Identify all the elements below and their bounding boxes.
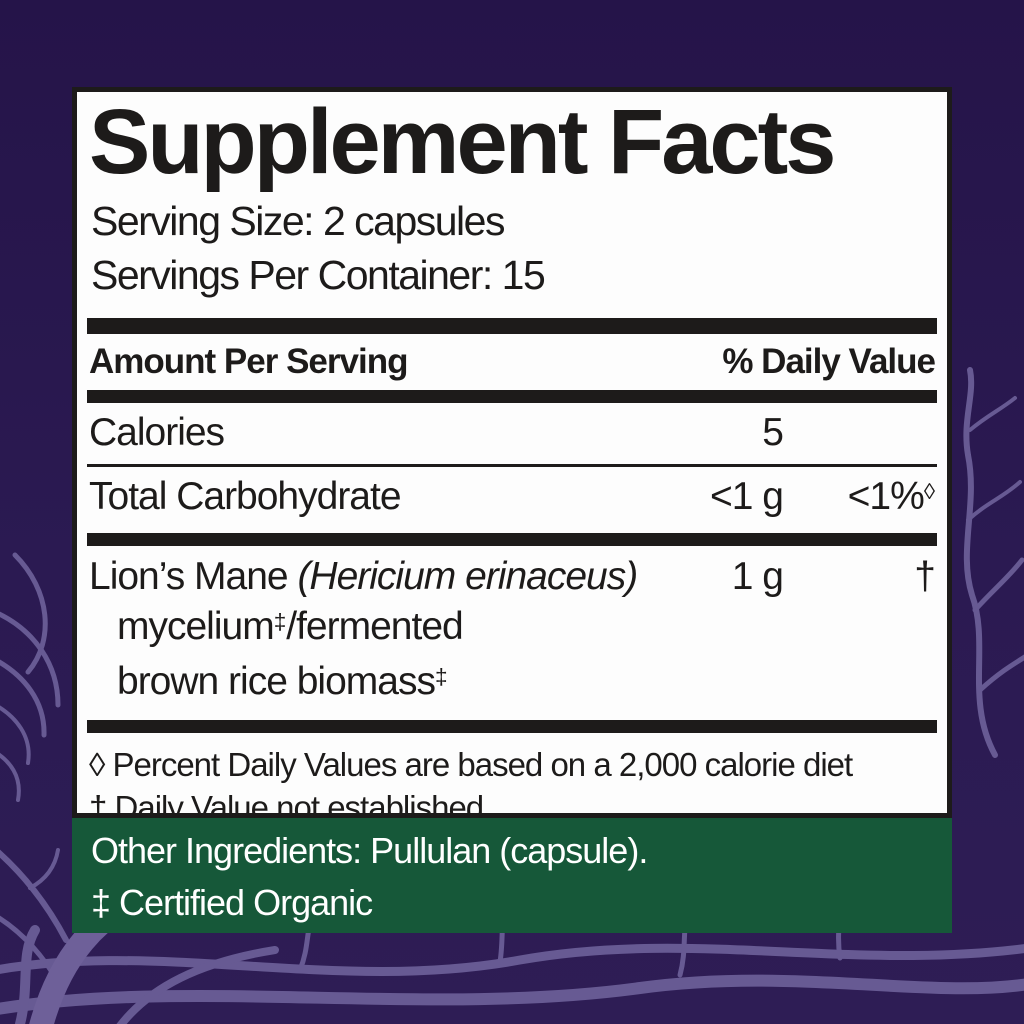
certified-organic-note: ‡ Certified Organic: [91, 882, 373, 923]
servings-per-container: Servings Per Container: 15: [91, 251, 546, 298]
ingredient-dv-dagger: †: [914, 554, 936, 598]
amount-per-serving-header: Amount Per Serving: [89, 341, 408, 381]
nutrient-dv: <1%◊: [847, 474, 935, 518]
divider-bar-thick: [87, 719, 937, 733]
double-dagger-marker: ‡: [273, 608, 287, 634]
nutrient-name: Calories: [89, 410, 225, 454]
serving-size: Serving Size: 2 capsules: [91, 197, 505, 244]
latin-name: (Hericium erinaceus): [297, 554, 638, 598]
other-ingredients-text: Other Ingredients: Pullulan (capsule).: [91, 830, 648, 871]
divider-bar-thick: [87, 532, 937, 546]
diamond-footnote-marker: ◊: [923, 478, 935, 504]
nutrient-amount: 5: [762, 410, 784, 454]
supplement-facts-panel: Supplement Facts Serving Size: 2 capsule…: [72, 87, 952, 826]
ingredient-amount: 1 g: [731, 554, 784, 598]
ingredient-name: Lion’s Mane (Hericium erinaceus): [89, 554, 638, 598]
percent-daily-value-header: % Daily Value: [722, 341, 936, 381]
divider-rule-thin: [87, 463, 937, 467]
footnote-daily-values: ◊ Percent Daily Values are based on a 2,…: [89, 745, 853, 783]
table-header-row: Amount Per Serving % Daily Value: [87, 334, 937, 390]
other-ingredients-band: Other Ingredients: Pullulan (capsule). ‡…: [72, 818, 952, 933]
table-row-total-carbohydrate: Total Carbohydrate <1 g <1%◊: [87, 467, 937, 533]
ingredient-name-line3: brown rice biomass‡: [117, 659, 448, 703]
divider-bar-thick: [87, 389, 937, 403]
double-dagger-marker: ‡: [434, 663, 448, 689]
table-row-calories: Calories 5: [87, 403, 937, 464]
supplement-facts-title: Supplement Facts: [89, 91, 836, 193]
table-row-lions-mane: Lion’s Mane (Hericium erinaceus) 1 g † m…: [87, 546, 937, 720]
divider-bar-thick: [87, 317, 937, 334]
nutrient-name: Total Carbohydrate: [89, 474, 402, 518]
ingredient-name-line2: mycelium‡/fermented: [117, 604, 464, 648]
nutrient-amount: <1 g: [710, 474, 784, 518]
